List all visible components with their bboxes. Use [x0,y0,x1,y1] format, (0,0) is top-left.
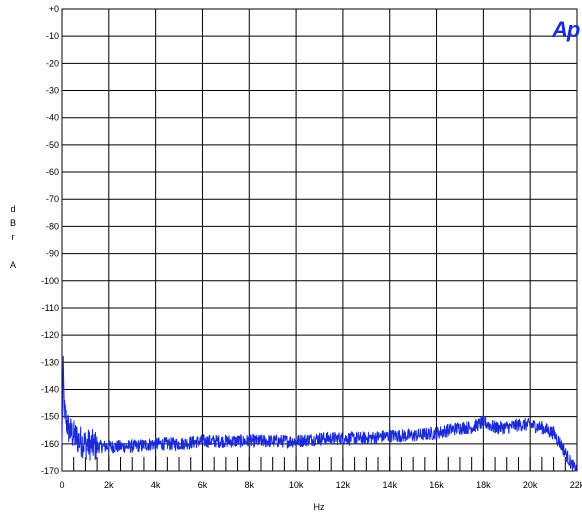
y-axis-title-letter: r [12,232,15,242]
y-tick-label: -20 [46,58,59,68]
y-axis-title-letter: d [10,204,15,214]
y-axis-title-letter: A [10,260,16,270]
y-tick-label: -120 [41,330,59,340]
y-tick-label: -110 [42,303,59,313]
plot-area [61,8,578,472]
x-tick-label: 2k [104,480,114,490]
y-axis-title: dBr A [10,204,16,270]
x-tick-label: 8k [245,480,255,490]
x-tick-label: 10k [289,480,304,490]
y-tick-label: -160 [41,439,59,449]
y-tick-label: -100 [41,276,59,286]
y-axis-title-letter: B [10,218,16,228]
y-tick-label: -70 [46,194,59,204]
y-tick-label: -60 [46,167,59,177]
y-tick-labels: +0 -10 -20 -30 -40 -50 -60 -70 -80 -90 -100 -110 -12… [41,4,59,476]
x-tick-label: 6k [198,480,208,490]
x-tick-label: 12k [336,480,351,490]
y-tick-label: -50 [46,140,59,150]
y-tick-label: -150 [41,412,59,422]
grid-lines [61,8,578,472]
y-tick-label: -40 [46,113,59,123]
y-tick-label: -90 [46,249,59,259]
y-tick-label: -170 [41,466,59,476]
x-tick-label: 18k [476,480,491,490]
series-line [61,355,577,472]
x-tick-label: 22k [570,480,582,490]
ap-logo: Ap [551,17,580,42]
x-tick-label: 16k [429,480,444,490]
y-tick-label: +0 [49,4,59,14]
x-tick-label: 14k [382,480,397,490]
x-tick-labels: 0 2k 4k 6k 8k 10k 12k 14k 16k 18k 20k 22k [59,480,582,490]
y-tick-label: -10 [46,31,59,41]
y-tick-label: -130 [41,357,59,367]
x-tick-label: 0 [59,480,64,490]
x-axis-title: Hz [314,502,325,512]
y-tick-label: -80 [46,221,59,231]
y-tick-label: -140 [41,384,59,394]
x-tick-label: 4k [151,480,161,490]
minor-ticks [73,457,566,471]
y-tick-label: -30 [46,86,59,96]
x-tick-label: 20k [523,480,538,490]
